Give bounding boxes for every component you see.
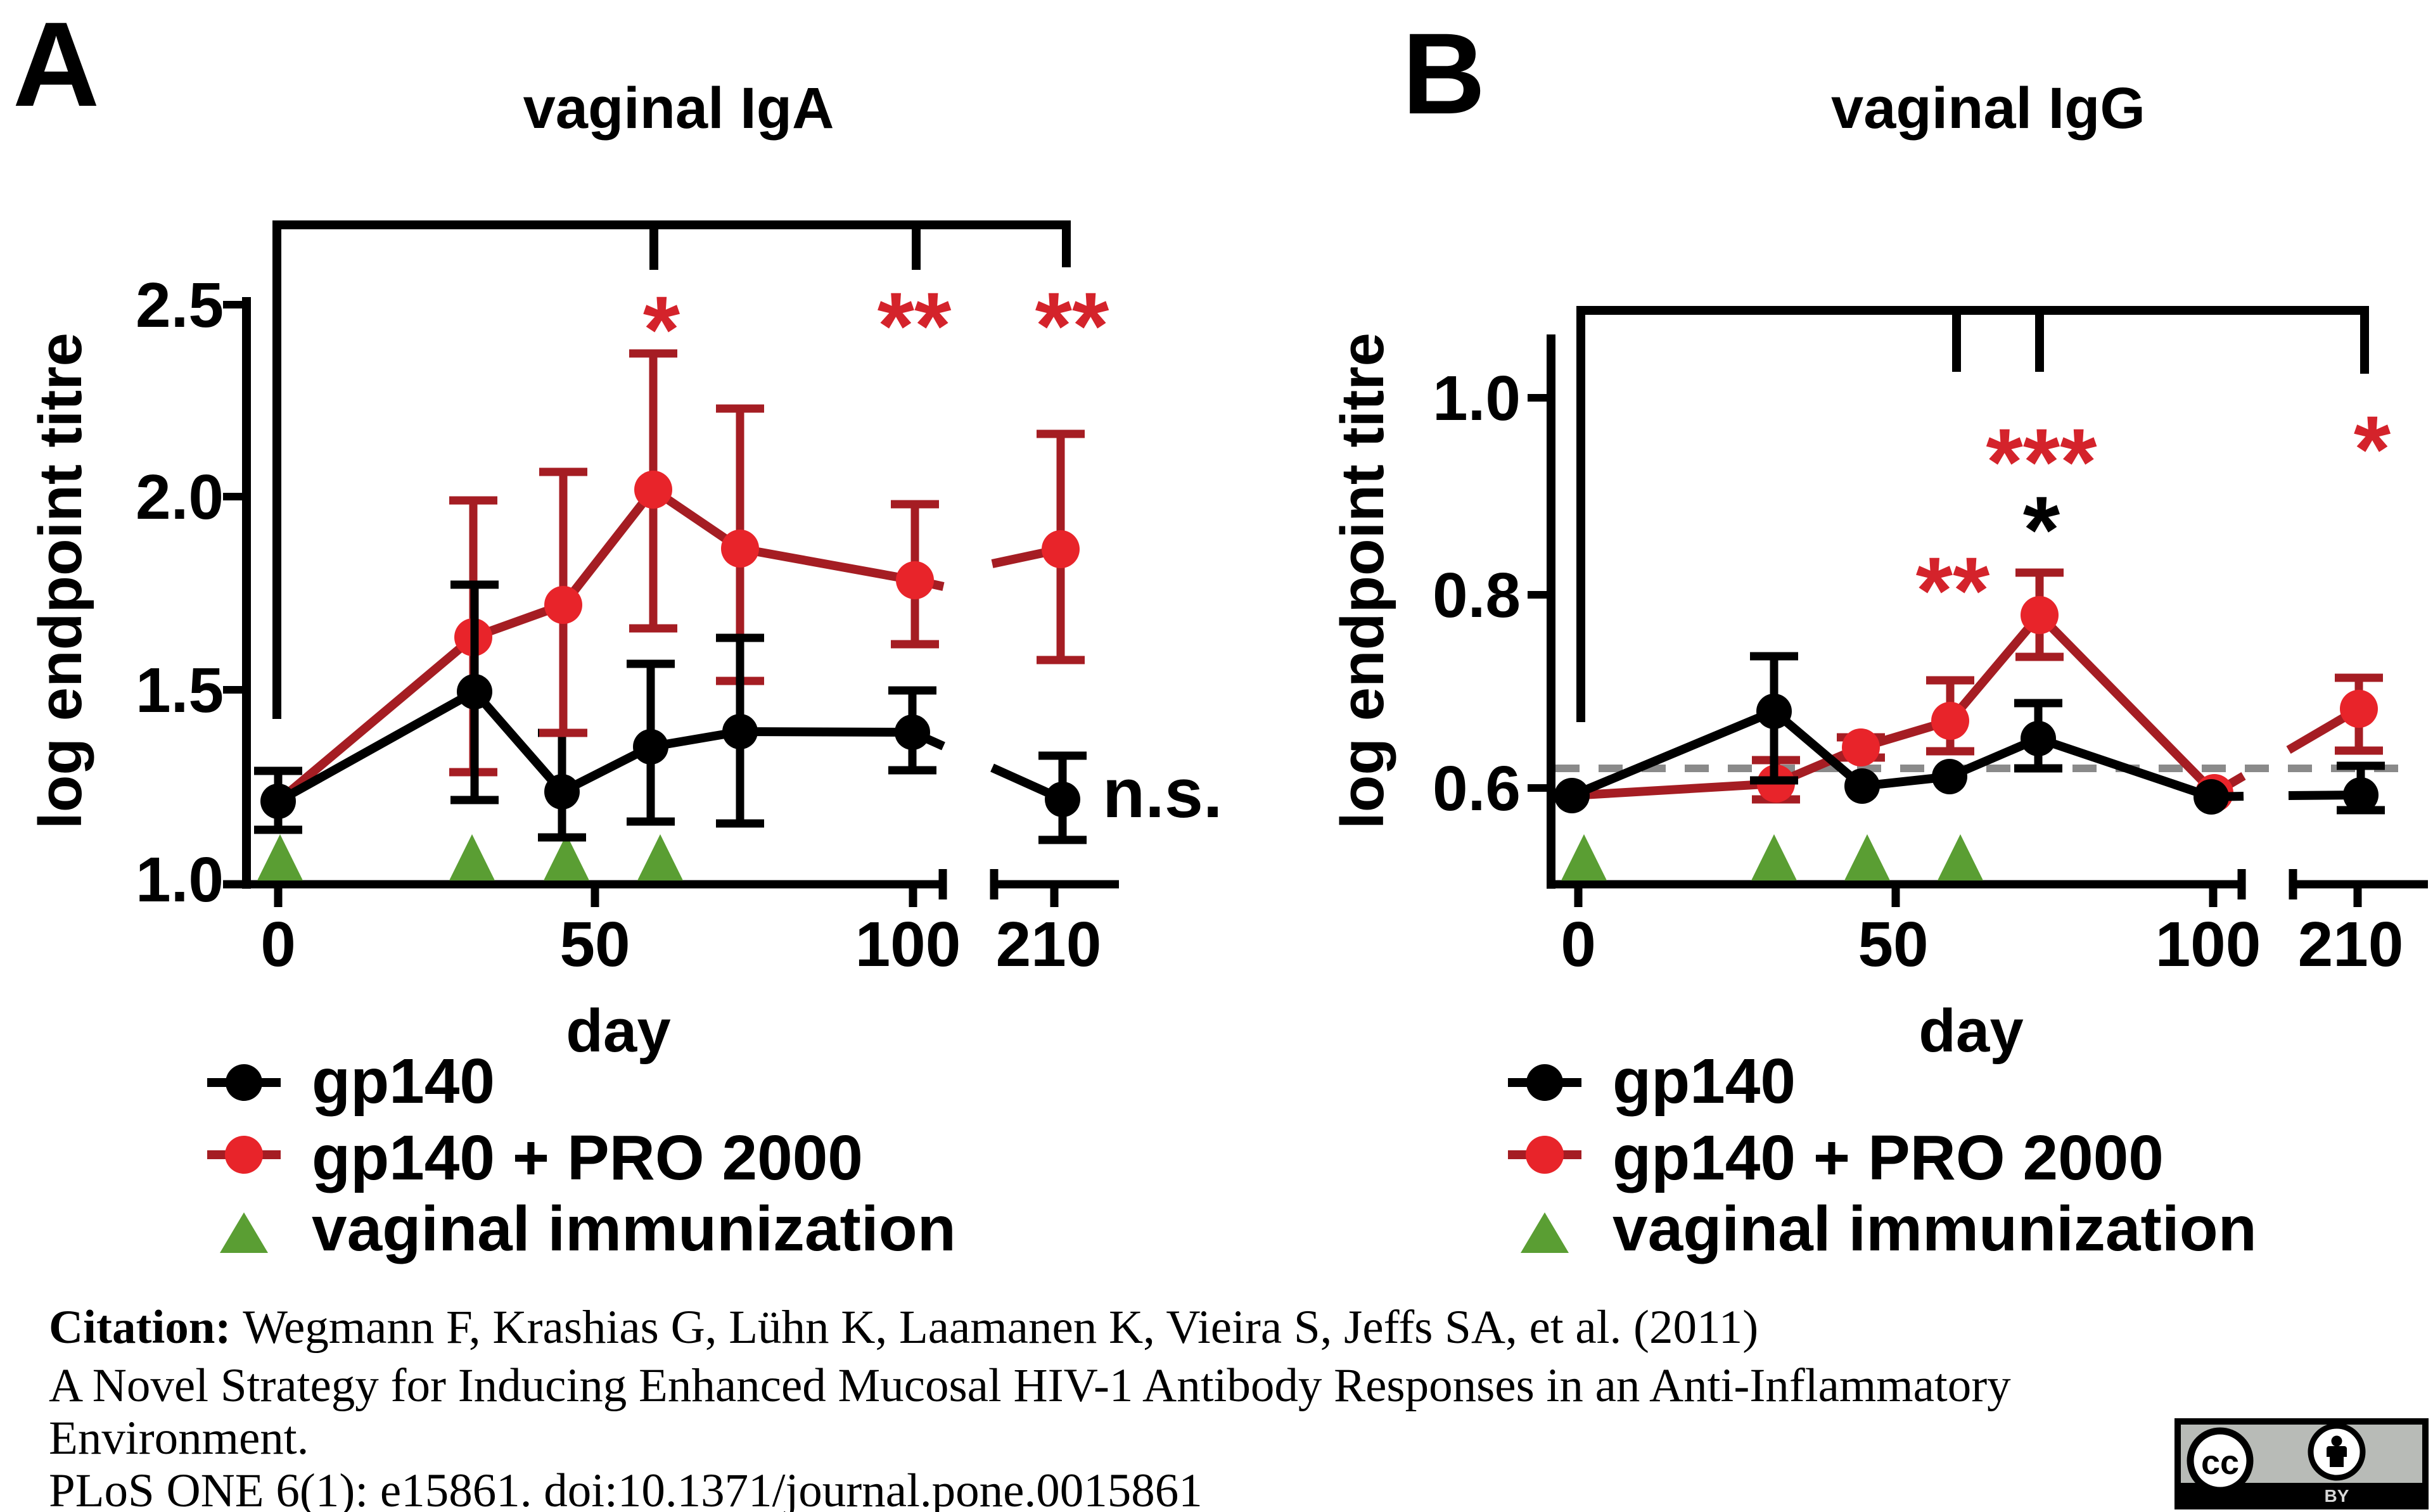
svg-text:100: 100 xyxy=(2155,909,2261,980)
svg-text:gp140: gp140 xyxy=(1612,1046,1796,1117)
svg-text:0: 0 xyxy=(1561,909,1596,980)
svg-text:1.5: 1.5 xyxy=(136,655,224,726)
svg-text:BY: BY xyxy=(2325,1486,2349,1506)
svg-text:0.8: 0.8 xyxy=(1433,560,1521,631)
svg-text:***: *** xyxy=(1986,409,2097,515)
svg-text:vaginal IgA: vaginal IgA xyxy=(523,76,834,141)
svg-text:**: ** xyxy=(1916,537,1990,644)
svg-text:day: day xyxy=(1919,997,2023,1065)
svg-text:2.5: 2.5 xyxy=(136,270,224,341)
svg-text:A: A xyxy=(13,0,99,132)
svg-text:B: B xyxy=(1402,9,1485,138)
svg-text:1.0: 1.0 xyxy=(136,844,224,915)
svg-text:gp140 + PRO 2000: gp140 + PRO 2000 xyxy=(1612,1122,2164,1193)
svg-text:PLoS ONE 6(1): e15861. doi:10.: PLoS ONE 6(1): e15861. doi:10.1371/journ… xyxy=(49,1464,1203,1512)
svg-text:1.0: 1.0 xyxy=(1433,363,1521,434)
svg-text:log endpoint titre: log endpoint titre xyxy=(27,333,94,829)
svg-text:gp140: gp140 xyxy=(312,1046,495,1117)
svg-text:n.s.: n.s. xyxy=(1102,754,1223,832)
svg-text:*: * xyxy=(643,276,680,383)
svg-text:vaginal immunization: vaginal immunization xyxy=(312,1193,956,1264)
svg-text:50: 50 xyxy=(559,909,630,980)
svg-text:day: day xyxy=(566,997,670,1065)
svg-text:210: 210 xyxy=(996,909,1102,980)
svg-text:*: * xyxy=(2354,396,2391,502)
svg-text:210: 210 xyxy=(2298,909,2404,980)
svg-text:log endpoint titre: log endpoint titre xyxy=(1329,333,1396,829)
svg-text:vaginal immunization: vaginal immunization xyxy=(1612,1193,2257,1264)
svg-text:vaginal IgG: vaginal IgG xyxy=(1831,76,2145,141)
svg-text:0.6: 0.6 xyxy=(1433,753,1521,824)
svg-text:2.0: 2.0 xyxy=(136,462,224,533)
svg-text:**: ** xyxy=(1035,272,1109,379)
svg-text:A Novel Strategy for Inducing: A Novel Strategy for Inducing Enhanced M… xyxy=(49,1359,2011,1412)
svg-text:gp140 + PRO 2000: gp140 + PRO 2000 xyxy=(312,1122,863,1193)
svg-text:0: 0 xyxy=(260,909,296,980)
svg-text:Citation: Wegmann F, Krashias: Citation: Wegmann F, Krashias G, Lühn K,… xyxy=(49,1301,1758,1354)
svg-text:100: 100 xyxy=(855,909,961,980)
svg-text:*: * xyxy=(2023,476,2060,583)
svg-text:**: ** xyxy=(878,272,952,379)
svg-text:50: 50 xyxy=(1858,909,1928,980)
svg-text:Environment.: Environment. xyxy=(49,1412,309,1464)
svg-text:cc: cc xyxy=(2201,1444,2239,1482)
